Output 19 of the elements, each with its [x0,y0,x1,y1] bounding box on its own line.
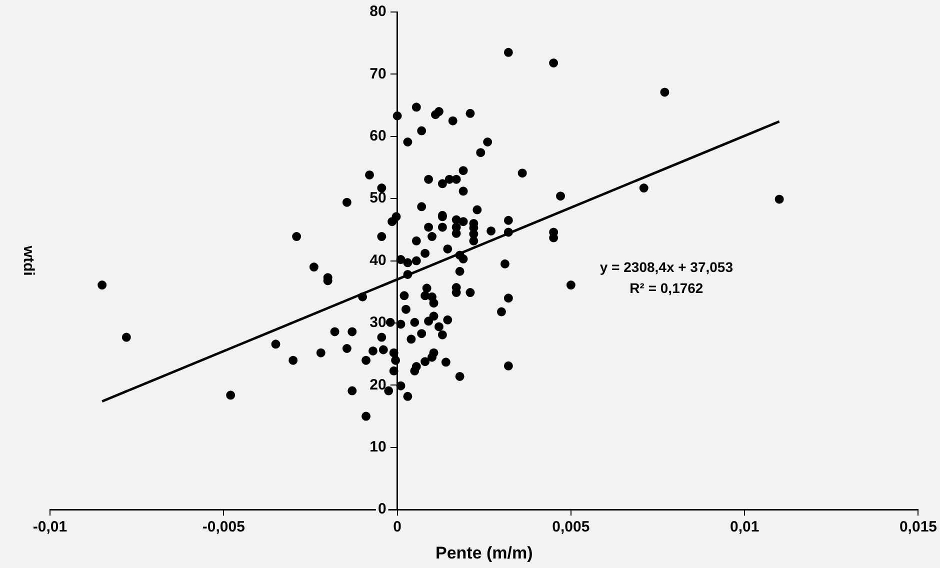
x-tick-label: 0 [393,518,402,536]
annotation: R² = 0,1762 [630,280,704,296]
y-tick-label: 40 [370,252,386,269]
y-tick-label: 30 [370,314,386,332]
y-axis-title: wtdi [20,244,37,276]
x-tick-label: 0,005 [552,518,590,536]
y-tick-label: 20 [370,376,386,394]
x-tick-label: 0,015 [899,518,938,536]
annotation: y = 2308,4x + 37,053 [600,259,734,276]
y-tick-label: 80 [370,3,386,20]
y-tick-label: 0 [378,500,386,518]
x-tick-label: -0,01 [32,518,68,536]
y-tick-label: 60 [370,128,386,145]
x-tick-label: 0,01 [730,518,760,536]
y-tick-label: 50 [370,190,386,207]
y-tick-label: 10 [370,438,386,456]
x-axis-title: Pente (m/m) [435,543,533,562]
y-tick-label: 70 [370,65,386,82]
x-tick-label: -0,005 [202,518,245,536]
